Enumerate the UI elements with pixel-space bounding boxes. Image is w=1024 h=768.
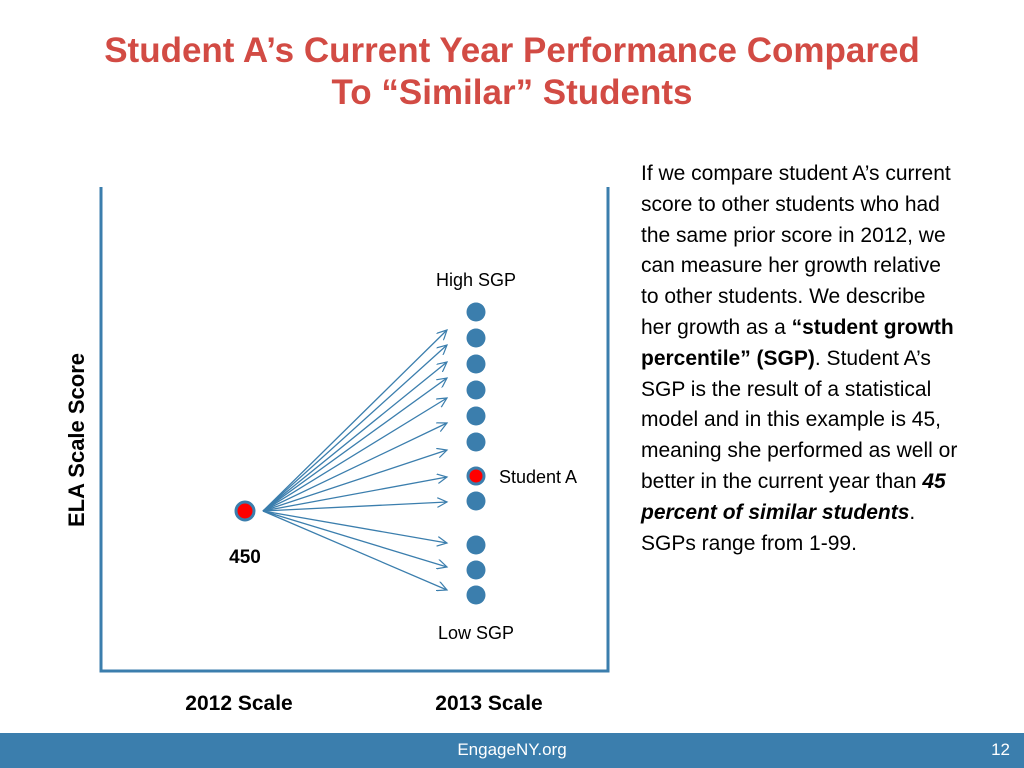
growth-arrow: [262, 502, 447, 512]
start-score-dot: [234, 500, 256, 522]
outcome-dot: [466, 380, 486, 400]
growth-arrow: [262, 510, 447, 590]
growth-arrow: [262, 510, 447, 567]
outcome-dot: [466, 354, 486, 374]
growth-arrow: [262, 477, 447, 512]
sgp-diagram: ELA Scale Score 450 High SGP Low SGP Stu…: [64, 187, 610, 715]
growth-arrow: [262, 450, 447, 512]
chart-frame: [99, 187, 610, 673]
growth-arrow: [262, 330, 447, 512]
explanation-part-3: . SGPs range from 1-99.: [641, 500, 916, 555]
growth-arrow: [262, 345, 447, 512]
x-label-2012: 2012 Scale: [185, 692, 292, 715]
high-sgp-label: High SGP: [436, 270, 516, 290]
x-label-2013: 2013 Scale: [435, 692, 542, 715]
growth-arrow: [262, 362, 447, 512]
start-score-label: 450: [229, 547, 261, 568]
explanation-part-1: If we compare student A’s current score …: [641, 162, 951, 339]
outcome-dot: [466, 560, 486, 580]
outcome-dot: [466, 491, 486, 511]
slide-title: Student A’s Current Year Performance Com…: [20, 30, 1004, 114]
outcome-dot: [466, 585, 486, 605]
y-axis-label: ELA Scale Score: [64, 353, 89, 527]
slide-title-line-2: To “Similar” Students: [331, 73, 693, 112]
growth-arrow: [262, 423, 447, 512]
outcome-dot: [466, 432, 486, 452]
footer-bar: EngageNY.org 12: [0, 733, 1024, 768]
outcome-dot: [466, 302, 486, 322]
emphasis-similar-students: 45 percent of similar students: [641, 469, 946, 524]
slide-title-line-1: Student A’s Current Year Performance Com…: [104, 31, 920, 70]
footer-site: EngageNY.org: [457, 740, 567, 759]
outcome-dots: [466, 302, 486, 605]
page-number: 12: [991, 740, 1010, 759]
outcome-dot: [466, 406, 486, 426]
low-sgp-label: Low SGP: [438, 623, 514, 643]
explanation-text: If we compare student A’s current score …: [641, 159, 959, 559]
growth-arrows: [262, 330, 447, 590]
outcome-dot: [466, 328, 486, 348]
explanation-part-2: . Student A’s SGP is the result of a sta…: [641, 346, 958, 493]
student-a-dot: [466, 466, 486, 486]
sgp-term: “student growth percentile” (SGP): [641, 315, 954, 370]
outcome-dot: [466, 535, 486, 555]
growth-arrow: [262, 398, 447, 512]
growth-arrow: [262, 510, 447, 543]
student-a-label: Student A: [499, 467, 577, 487]
growth-arrow: [262, 378, 447, 512]
